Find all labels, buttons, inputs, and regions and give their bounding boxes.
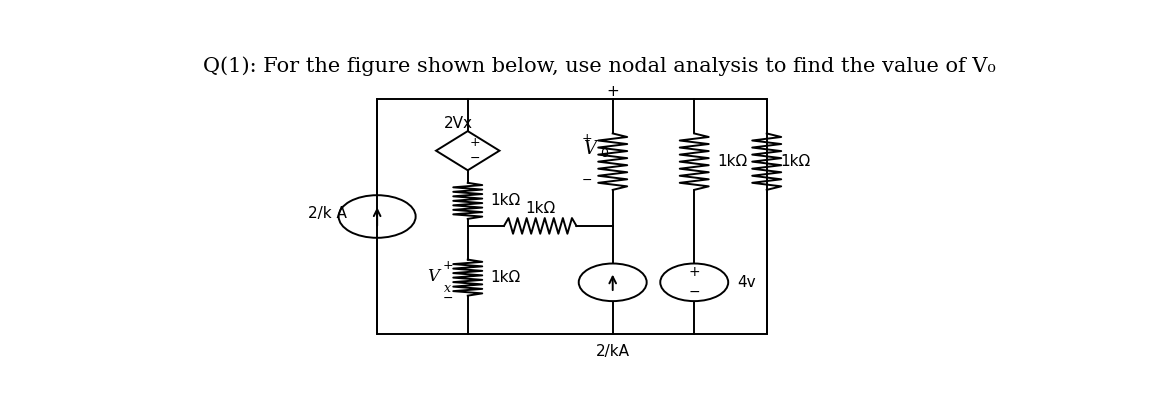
Text: +: +: [607, 84, 620, 98]
Text: 1kΩ: 1kΩ: [491, 193, 520, 208]
Text: 2/k A: 2/k A: [307, 206, 347, 221]
Text: 2/kA: 2/kA: [596, 344, 630, 359]
Text: −: −: [443, 291, 454, 304]
Text: 1kΩ: 1kΩ: [781, 154, 810, 169]
Text: Q(1): For the figure shown below, use nodal analysis to find the value of V₀: Q(1): For the figure shown below, use no…: [202, 56, 996, 76]
Text: 1kΩ: 1kΩ: [491, 270, 520, 285]
Text: 2Vx: 2Vx: [444, 116, 473, 131]
Text: −: −: [689, 285, 700, 299]
Text: +: +: [582, 131, 593, 144]
Text: V: V: [583, 140, 596, 158]
Text: +: +: [689, 265, 700, 280]
Text: 4v: 4v: [738, 275, 756, 290]
Text: x: x: [444, 282, 451, 295]
Text: 0: 0: [600, 147, 608, 160]
Text: −: −: [470, 152, 480, 165]
Text: −: −: [582, 174, 593, 187]
Text: 1kΩ: 1kΩ: [525, 201, 555, 216]
Text: 1kΩ: 1kΩ: [717, 154, 747, 169]
Text: +: +: [443, 258, 454, 271]
Text: +: +: [470, 136, 480, 149]
Text: V: V: [428, 267, 440, 284]
